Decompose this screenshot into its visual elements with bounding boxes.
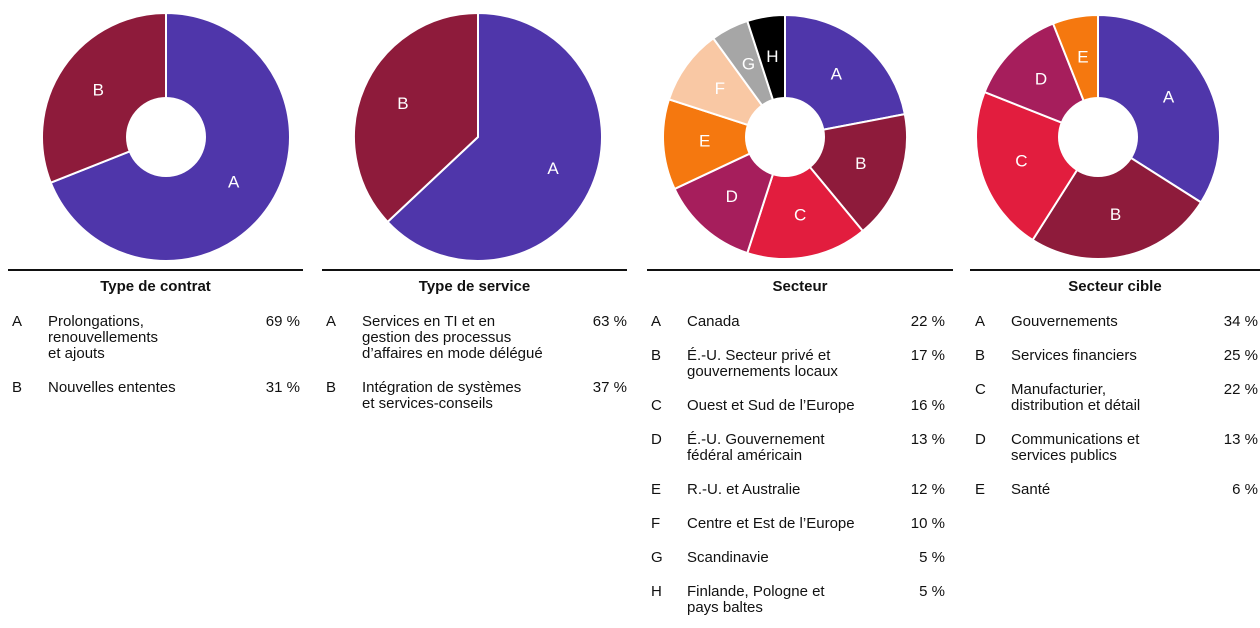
legend-value: 34 % [1224,313,1258,330]
legend-value: 31 % [266,379,300,396]
slice-label: A [547,159,559,178]
donut-hole [126,97,206,177]
legend-letter: E [975,481,985,498]
slice-label: C [1015,151,1027,170]
slice-label: E [1077,47,1088,66]
legend-name: Gouvernements [1011,313,1118,330]
legend-name: fédéral américain [687,447,802,464]
legend-name: Nouvelles ententes [48,379,176,396]
chart-title: Type de contrat [100,278,211,295]
legend-letter: H [651,583,662,600]
legend-letter: C [651,397,662,414]
slice-label: A [228,172,240,191]
slice-label: D [1035,70,1047,89]
slice-label: B [855,154,866,173]
legend-value: 13 % [911,431,945,448]
legend-name: gestion des processus [362,329,511,346]
legend-name: É.-U. Secteur privé et [687,347,831,364]
legend-name: Services financiers [1011,347,1137,364]
legend-letter: B [651,347,661,364]
legend-letter: G [651,549,663,566]
donut-hole [745,97,825,177]
legend-letter: A [975,313,985,330]
pie-slice [353,11,479,224]
slice-label: E [699,132,710,151]
donut-hole [1058,97,1138,177]
legend-value: 17 % [911,347,945,364]
legend-name: pays baltes [687,599,763,616]
legend-value: 22 % [911,313,945,330]
legend-name: Canada [687,313,740,330]
slice-label: F [715,79,725,98]
slice-label: G [742,55,755,74]
legend-value: 25 % [1224,347,1258,364]
legend-name: Intégration de systèmes [362,379,521,396]
pie-slice [673,135,787,255]
slice-label: A [1163,88,1175,107]
legend-name: renouvellements [48,329,158,346]
legend-value: 37 % [593,379,627,396]
legend-letter: F [651,515,660,532]
slice-label: B [397,94,408,113]
slice-label: D [726,187,738,206]
legend-name: Prolongations, [48,313,144,330]
chart-title: Type de service [419,278,530,295]
legend-letter: B [975,347,985,364]
legend-name: Ouest et Sud de l’Europe [687,397,855,414]
legend-name: gouvernements locaux [687,363,838,380]
legend-letter: C [975,381,986,398]
slice-label: A [831,64,843,83]
legend-letter: A [326,313,336,330]
pie-slice [1031,135,1203,260]
pie-slice [662,98,788,191]
legend-letter: D [975,431,986,448]
legend-name: d’affaires en mode délégué [362,345,543,362]
legend-letter: A [12,313,22,330]
legend-value: 5 % [919,583,945,600]
legend-name: services publics [1011,447,1117,464]
slice-label: C [794,206,806,225]
legend-name: Communications et [1011,431,1140,448]
legend-name: distribution et détail [1011,397,1140,414]
pie-slice [784,13,907,139]
slice-label: B [93,80,104,99]
legend-letter: B [326,379,336,396]
legend-value: 69 % [266,313,300,330]
legend-value: 6 % [1232,481,1258,498]
legend-value: 22 % [1224,381,1258,398]
legend-name: Finlande, Pologne et [687,583,825,600]
legend-value: 5 % [919,549,945,566]
pie-slice [386,11,603,262]
chart-title: Secteur cible [1068,278,1161,295]
legend-letter: A [651,313,661,330]
legend-name: Centre et Est de l’Europe [687,515,855,532]
legend-name: Scandinavie [687,549,769,566]
legend-value: 12 % [911,481,945,498]
legend-name: Services en TI et en [362,313,495,330]
legend-name: et ajouts [48,345,105,362]
legend-letter: E [651,481,661,498]
legend-value: 10 % [911,515,945,532]
legend-name: Santé [1011,481,1050,498]
legend-letter: D [651,431,662,448]
legend-name: É.-U. Gouvernement [687,431,825,448]
chart-title: Secteur [772,278,827,295]
legend-name: R.-U. et Australie [687,481,800,498]
pie-slice [983,22,1100,139]
slice-label: B [1110,205,1121,224]
legend-letter: B [12,379,22,396]
legend-value: 16 % [911,397,945,414]
legend-value: 63 % [593,313,627,330]
legend-name: et services-conseils [362,395,493,412]
legend-name: Manufacturier, [1011,381,1106,398]
slice-label: H [766,47,778,66]
legend-value: 13 % [1224,431,1258,448]
